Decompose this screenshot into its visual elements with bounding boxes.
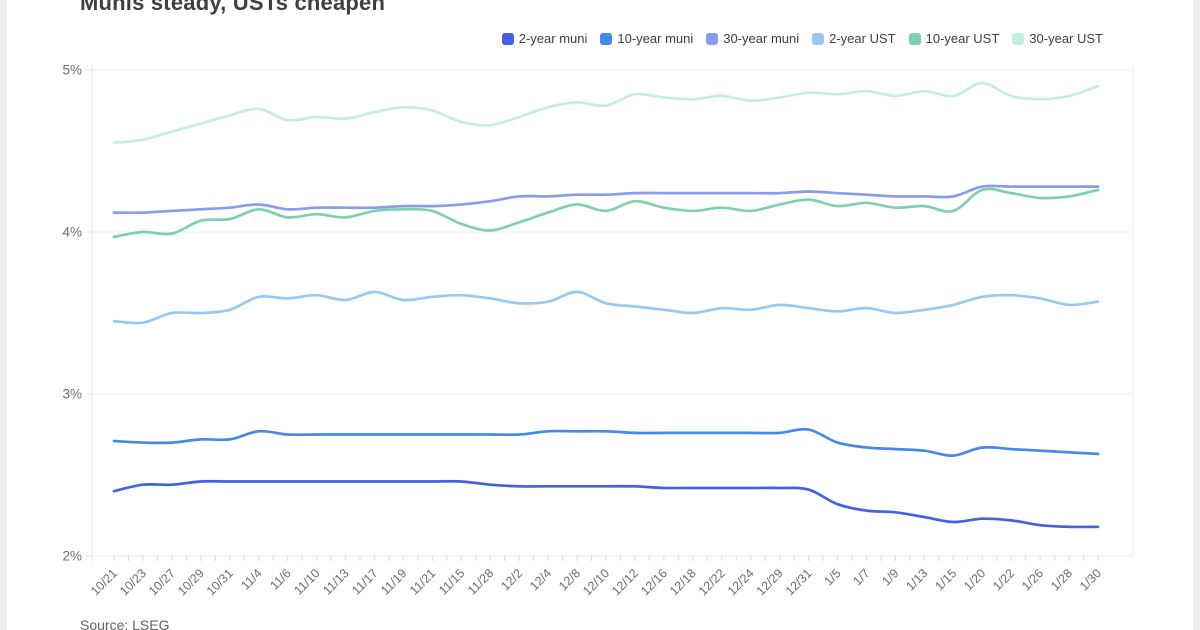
legend-item: 30-year UST	[1012, 31, 1103, 46]
series-line-2-year-ust	[112, 290, 1100, 325]
x-axis-label: 12/2	[498, 566, 525, 593]
x-axis-label: 12/16	[638, 566, 670, 598]
x-axis-label: 12/18	[667, 566, 699, 598]
x-axis-label: 12/8	[556, 566, 583, 593]
x-axis-label: 10/27	[146, 566, 178, 598]
x-axis-label: 1/7	[850, 566, 872, 588]
page-edge-left	[0, 0, 7, 630]
x-axis-label: 10/29	[175, 566, 207, 598]
chart-title: Munis steady, USTs cheapen	[80, 0, 386, 15]
series-line-30-year-ust	[112, 81, 1100, 145]
legend-swatch-icon	[706, 32, 719, 45]
series-line-2-year-muni	[112, 479, 1100, 529]
x-axis-label: 11/4	[238, 566, 264, 592]
x-axis-label: 12/22	[696, 566, 728, 598]
legend-label: 30-year UST	[1029, 31, 1103, 46]
x-axis-label: 10/23	[117, 566, 149, 598]
legend-item: 2-year muni	[501, 31, 588, 46]
series-line-10-year-muni	[112, 427, 1100, 457]
x-axis-label: 11/13	[320, 566, 351, 597]
x-axis-label: 11/28	[465, 566, 496, 597]
x-axis-label: 11/15	[436, 566, 467, 597]
x-axis-label: 10/31	[204, 566, 236, 598]
legend-item: 2-year UST	[812, 31, 896, 46]
x-axis-label: 11/10	[291, 566, 322, 597]
page-edge-right	[1193, 0, 1200, 630]
legend-swatch-icon	[812, 32, 825, 45]
legend-label: 2-year UST	[829, 31, 896, 46]
x-axis-label: 10/21	[88, 566, 120, 598]
series-line-30-year-muni	[112, 184, 1100, 215]
y-axis-label: 3%	[62, 387, 82, 402]
legend-label: 30-year muni	[723, 31, 800, 46]
legend-swatch-icon	[1012, 32, 1025, 45]
y-axis-label: 2%	[62, 549, 82, 564]
x-axis-label: 12/29	[754, 566, 786, 598]
legend-item: 10-year UST	[908, 31, 1000, 46]
x-axis-label: 1/15	[932, 566, 959, 593]
x-axis-label: 12/24	[725, 566, 757, 598]
x-axis-label: 11/21	[407, 566, 438, 597]
x-axis-label: 12/10	[580, 566, 612, 598]
x-axis-label: 1/13	[903, 566, 930, 593]
series-line-10-year-ust	[112, 187, 1100, 239]
y-axis-label: 5%	[62, 63, 82, 78]
x-axis-label: 1/5	[821, 566, 843, 588]
legend-label: 10-year muni	[617, 31, 694, 46]
legend-item: 30-year muni	[706, 31, 799, 46]
x-axis-label: 12/31	[783, 566, 815, 598]
x-axis-label: 1/9	[879, 566, 901, 588]
legend-label: 10-year UST	[925, 31, 1000, 46]
x-axis-label: 1/20	[961, 566, 988, 593]
x-axis-label: 1/28	[1048, 566, 1075, 593]
x-axis-label: 12/4	[527, 566, 554, 593]
legend-item: 10-year muni	[600, 31, 693, 46]
legend-swatch-icon	[908, 32, 921, 45]
x-axis-label: 11/6	[267, 566, 293, 592]
source-note: Source: LSEG	[80, 617, 170, 630]
chart-legend: 2-year muni 10-year muni 30-year muni 2-yea…	[501, 31, 1103, 46]
legend-swatch-icon	[501, 32, 514, 45]
x-axis-label: 12/12	[609, 566, 641, 598]
x-axis-label: 11/19	[378, 566, 409, 597]
y-axis-label: 4%	[62, 225, 82, 240]
x-axis-label: 1/22	[990, 566, 1017, 593]
x-axis-label: 1/30	[1077, 566, 1104, 593]
legend-swatch-icon	[600, 32, 613, 45]
x-axis-label: 1/26	[1019, 566, 1046, 593]
legend-label: 2-year muni	[518, 31, 588, 46]
x-axis-label: 11/17	[349, 566, 380, 597]
